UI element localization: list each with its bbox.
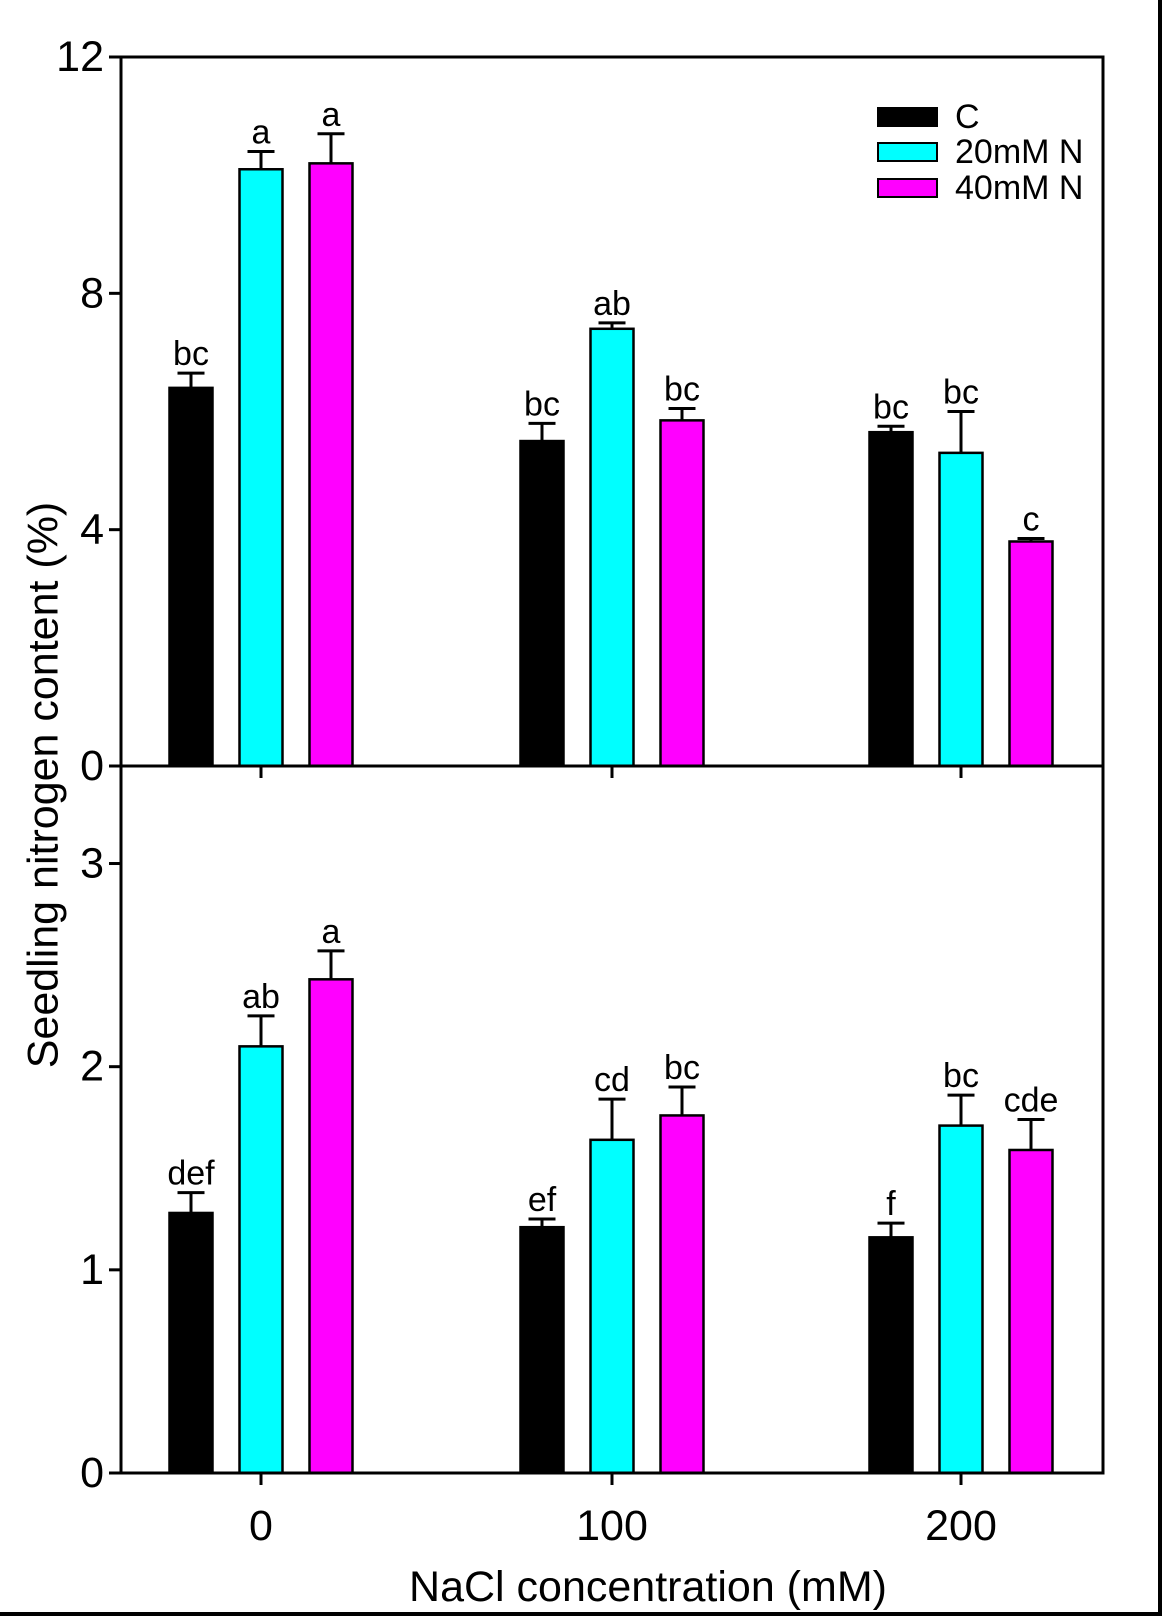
significance-letter: bc: [943, 374, 979, 412]
significance-letter: ab: [242, 978, 280, 1016]
significance-letter: cd: [594, 1061, 630, 1099]
significance-letter: bc: [664, 371, 700, 409]
bar-bottom-c-200: [868, 1236, 914, 1475]
y-tick-label: 0: [80, 742, 104, 790]
bar-bottom-40mm-n-0: [308, 978, 354, 1475]
y-tick-label: 3: [80, 840, 104, 888]
bar-bottom-20mm-n-100: [589, 1138, 635, 1475]
significance-letter: c: [1023, 501, 1040, 539]
screenshot-bottom-border: [0, 1612, 1162, 1616]
bar-top-40mm-n-200: [1008, 540, 1054, 768]
screenshot-right-border: [1158, 0, 1162, 1616]
y-tick-label: 8: [80, 269, 104, 317]
significance-letter: def: [167, 1155, 215, 1193]
x-tick-label: 100: [576, 1502, 648, 1550]
significance-letter: a: [322, 96, 341, 134]
significance-letter: bc: [524, 385, 560, 423]
legend-item-c: C: [877, 98, 980, 136]
significance-letter: a: [252, 114, 271, 152]
legend-label-20mm-n: 20mM N: [955, 133, 1084, 171]
bar-bottom-40mm-n-200: [1008, 1148, 1054, 1475]
bar-bottom-20mm-n-0: [238, 1045, 284, 1475]
legend-swatch-20mm-n: [877, 142, 938, 162]
y-tick-label: 4: [80, 506, 104, 554]
y-tick-label: 2: [80, 1043, 104, 1091]
bar-bottom-c-0: [168, 1211, 214, 1475]
significance-letter: f: [886, 1185, 896, 1223]
bar-bottom-c-100: [519, 1225, 565, 1475]
y-tick-label: 12: [56, 33, 104, 81]
bar-top-40mm-n-0: [308, 162, 354, 768]
significance-letter: ab: [593, 285, 631, 323]
bar-bottom-40mm-n-100: [659, 1114, 705, 1475]
bar-top-20mm-n-0: [238, 168, 284, 768]
significance-letter: ef: [528, 1181, 557, 1219]
significance-letter: cde: [1004, 1082, 1059, 1120]
bar-top-40mm-n-100: [659, 419, 705, 768]
x-tick-label: 0: [249, 1502, 273, 1550]
bar-top-c-200: [868, 430, 914, 768]
legend-swatch-40mm-n: [877, 178, 938, 198]
legend-item-20mm-n: 20mM N: [877, 133, 1084, 171]
bar-top-20mm-n-100: [589, 327, 635, 768]
legend-label-c: C: [955, 98, 980, 136]
y-axis-title: Seedling nitrogen content (%): [19, 501, 68, 1069]
bar-bottom-20mm-n-200: [938, 1124, 984, 1475]
bar-top-20mm-n-200: [938, 451, 984, 768]
legend-item-40mm-n: 40mM N: [877, 169, 1084, 207]
significance-letter: a: [322, 913, 341, 951]
significance-letter: bc: [873, 388, 909, 426]
y-tick-label: 1: [80, 1246, 104, 1294]
significance-letter: bc: [943, 1057, 979, 1095]
bar-top-c-0: [168, 386, 214, 768]
significance-letter: bc: [173, 335, 209, 373]
legend-label-40mm-n: 40mM N: [955, 169, 1084, 207]
bar-top-c-100: [519, 439, 565, 768]
y-tick-label: 0: [80, 1449, 104, 1497]
x-axis-title: NaCl concentration (mM): [409, 1563, 887, 1611]
legend-swatch-c: [877, 107, 938, 127]
x-tick-label: 200: [925, 1502, 997, 1550]
significance-letter: bc: [664, 1049, 700, 1087]
